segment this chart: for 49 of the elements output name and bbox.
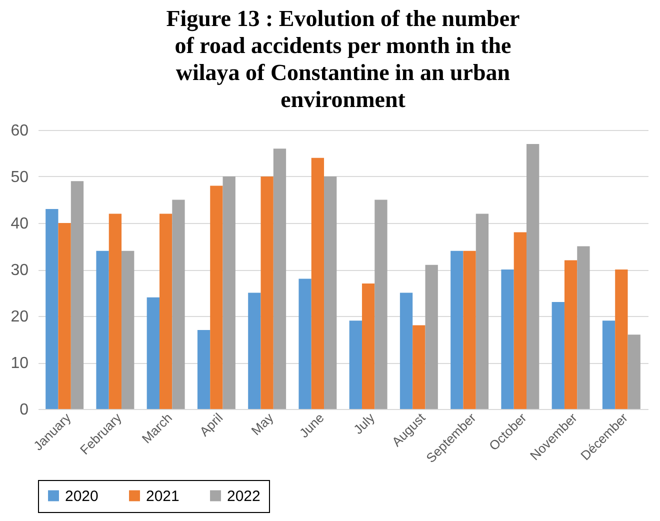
bar	[628, 334, 640, 409]
bar	[70, 181, 84, 409]
bar	[425, 264, 438, 409]
legend-label: 2020	[65, 488, 98, 505]
y-tick-label: 60	[10, 122, 29, 140]
bar	[514, 232, 527, 409]
bar	[58, 223, 71, 409]
bar	[273, 148, 286, 409]
chart-title: Figure 13 : Evolution of the number of road accidents per month in the wilaya of Constantine in an urban environment	[166, 6, 520, 112]
bar	[108, 214, 122, 409]
bar	[577, 246, 590, 409]
bar	[222, 176, 236, 409]
bar	[248, 292, 261, 409]
x-tick-label: July	[350, 410, 378, 438]
bar	[146, 297, 160, 409]
bar	[324, 176, 337, 409]
bar	[159, 214, 172, 409]
bar	[311, 158, 324, 409]
bar	[172, 200, 185, 409]
bar	[197, 330, 210, 409]
bar	[463, 250, 476, 409]
y-tick-label: 0	[20, 402, 29, 418]
legend-label: 2021	[146, 488, 180, 505]
legend-label: 2022	[227, 488, 260, 505]
y-tick-label: 50	[10, 169, 29, 186]
bar	[260, 176, 274, 409]
bar	[362, 283, 375, 409]
bar	[564, 260, 578, 409]
bar	[501, 270, 514, 409]
y-tick-label: 30	[10, 262, 29, 279]
y-tick-label: 40	[10, 216, 29, 232]
bar	[450, 250, 464, 409]
bar	[46, 209, 58, 409]
x-tick-label: May	[248, 410, 277, 438]
bar	[476, 214, 489, 409]
y-tick-label: 20	[10, 308, 29, 326]
bar	[96, 250, 109, 409]
bar	[122, 250, 134, 409]
bar	[374, 200, 388, 409]
bar	[298, 278, 312, 409]
bar	[412, 325, 426, 409]
bar	[210, 186, 223, 409]
bar	[400, 292, 413, 409]
bar	[552, 302, 564, 409]
y-tick-label: 10	[10, 355, 29, 372]
bar	[615, 270, 628, 409]
bar	[602, 320, 616, 409]
bar	[349, 320, 362, 409]
bar	[526, 144, 540, 409]
